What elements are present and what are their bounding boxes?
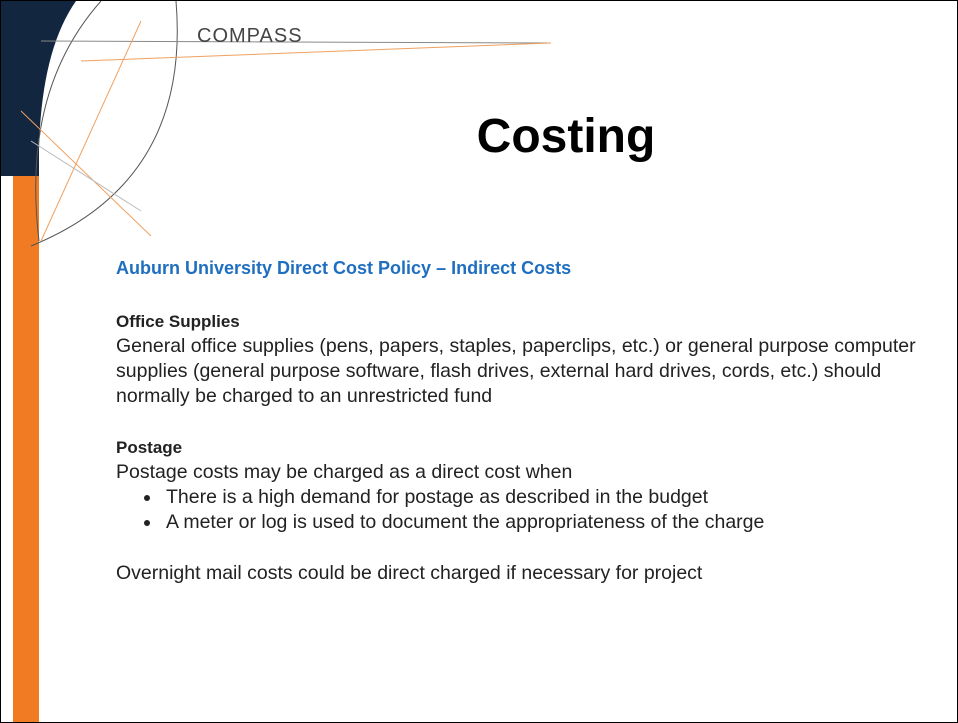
section-heading: Office Supplies: [116, 312, 240, 331]
section: Office Supplies General office supplies (…: [116, 309, 936, 409]
content: Auburn University Direct Cost Policy – I…: [116, 256, 936, 586]
section: Postage Postage costs may be charged as a…: [116, 435, 936, 535]
logo: COMPASS: [197, 25, 303, 47]
title: Costing: [476, 110, 656, 163]
footer: Overnight mail costs could be direct cha…: [116, 562, 703, 584]
bullet: There is a high demand for postage as de…: [162, 485, 936, 510]
section-body: General office supplies (pens, papers, s…: [116, 335, 916, 407]
section-body: Postage costs may be charged as a direct…: [116, 461, 573, 483]
bullet-list: There is a high demand for postage as de…: [116, 485, 936, 535]
bullet: A meter or log is used to document the a…: [162, 510, 936, 535]
subtitle: Auburn University Direct Cost Policy – I…: [116, 258, 572, 278]
section-heading: Postage: [116, 438, 183, 457]
sections: Office Supplies General office supplies (…: [116, 309, 936, 535]
